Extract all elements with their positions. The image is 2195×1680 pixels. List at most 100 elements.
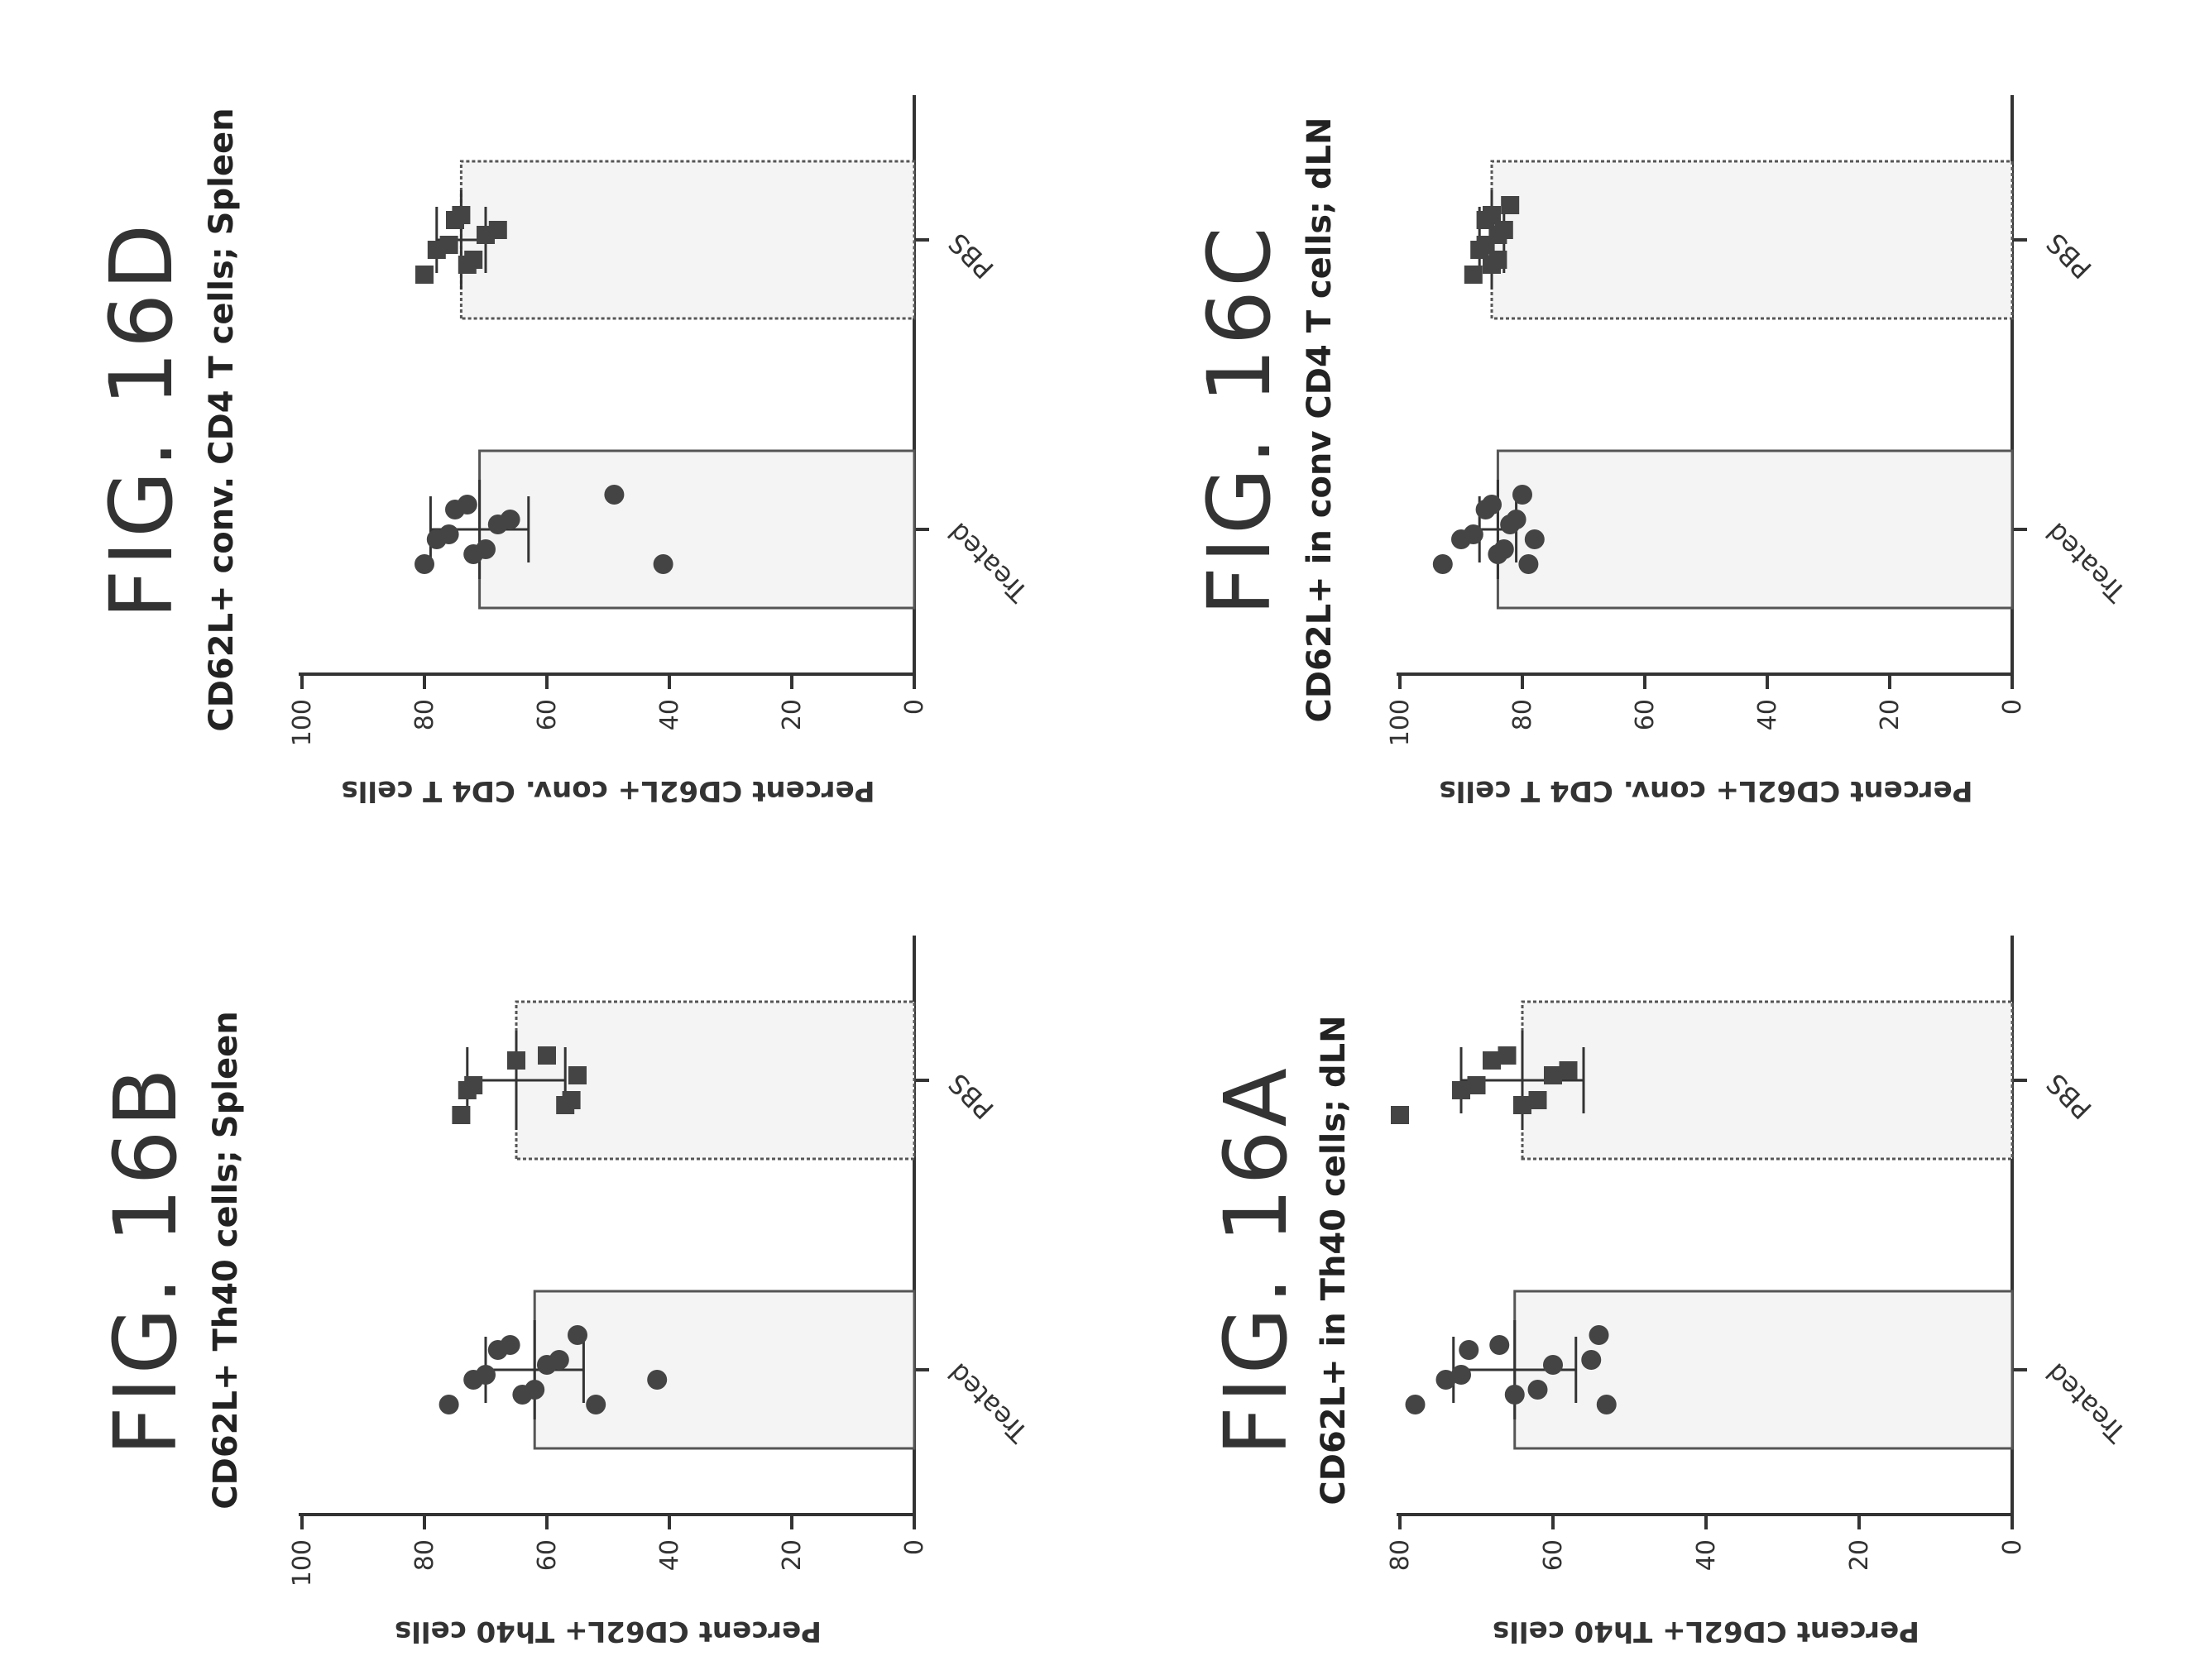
y-tick-label: 60: [533, 1539, 562, 1571]
y-tick-label: 0: [1998, 1539, 2027, 1555]
chart-plot: 0 20 40 60 80 Percent CD62L+ Th40 cells Treate…: [1386, 936, 2133, 1648]
data-point: [525, 1380, 545, 1400]
data-point: [1483, 1051, 1501, 1070]
y-tick-label: 20: [778, 1539, 807, 1571]
data-point: [507, 1051, 525, 1070]
data-point: [538, 1046, 556, 1065]
data-point: [464, 1076, 483, 1094]
y-tick-label: 100: [1386, 699, 1415, 746]
y-axis-label: Percent CD62L+ conv. CD4 T cells: [1439, 774, 1972, 807]
data-point: [1506, 510, 1526, 529]
data-point: [488, 221, 507, 239]
y-tick-label: 60: [533, 699, 562, 730]
data-point: [1494, 221, 1513, 239]
data-point: [1501, 196, 1520, 214]
panel-fig-16b: FIG. 16B CD62L+ Th40 cells; Spleen 0 20 40…: [0, 840, 1097, 1680]
bar: [1521, 1000, 2014, 1161]
y-axis-label: Percent CD62L+ Th40 cells: [395, 1615, 822, 1648]
bar: [478, 449, 916, 610]
x-tick-label: PBS: [2040, 1067, 2098, 1125]
y-tick-label: 0: [900, 1539, 929, 1555]
data-point: [1504, 1385, 1525, 1405]
y-tick-label: 20: [778, 699, 807, 730]
data-point: [415, 554, 434, 574]
data-point: [1435, 1370, 1456, 1390]
y-tick-label: 0: [1998, 699, 2027, 715]
data-point: [647, 1370, 668, 1390]
data-point: [568, 1066, 587, 1084]
data-point: [1405, 1395, 1426, 1414]
y-tick-label: 100: [288, 1539, 317, 1587]
data-point: [549, 1350, 569, 1370]
data-point: [1512, 485, 1532, 505]
x-tick-label: Treated: [942, 1357, 1035, 1449]
y-tick-label: 40: [655, 699, 684, 730]
y-tick-label: 20: [1876, 699, 1905, 730]
data-point: [1513, 1096, 1531, 1114]
y-tick-label: 60: [1539, 1539, 1568, 1571]
data-point: [1559, 1061, 1578, 1079]
data-point: [452, 206, 471, 224]
bar: [459, 160, 916, 320]
data-point: [1544, 1066, 1562, 1084]
data-point: [439, 1395, 459, 1414]
data-point: [1451, 1365, 1471, 1385]
y-tick-label: 100: [288, 699, 317, 746]
x-tick-label: Treated: [942, 516, 1035, 609]
data-point: [1463, 524, 1483, 544]
data-point: [1527, 1380, 1548, 1400]
bar: [1496, 449, 2014, 610]
data-point: [568, 1325, 587, 1345]
chart-plot: 0 20 40 60 80 100 Percent CD62L+ Th40 cells Tre…: [288, 936, 1035, 1648]
data-point: [1493, 539, 1514, 559]
data-point: [1596, 1395, 1617, 1414]
y-tick-label: 80: [1508, 699, 1537, 730]
data-point: [464, 251, 483, 269]
data-point: [1452, 1081, 1470, 1099]
bar: [533, 1290, 916, 1450]
x-tick-label: PBS: [942, 1067, 1000, 1125]
y-axis-label: Percent CD62L+ conv. CD4 T cells: [341, 774, 875, 807]
x-tick-label: PBS: [2040, 227, 2098, 285]
data-point: [415, 266, 434, 284]
data-point: [1464, 266, 1483, 284]
data-point: [653, 554, 673, 574]
y-tick-label: 40: [655, 1539, 684, 1571]
x-tick-label: PBS: [942, 227, 1000, 285]
data-point: [1524, 529, 1545, 549]
data-point: [1482, 495, 1502, 515]
panel-fig-16a: FIG. 16A CD62L+ in Th40 cells; dLN 0 20 40…: [1098, 840, 2195, 1680]
data-point: [1543, 1355, 1563, 1375]
data-point: [1498, 1046, 1517, 1065]
y-axis-label: Percent CD62L+ Th40 cells: [1493, 1615, 1919, 1648]
data-point: [1488, 251, 1507, 269]
y-tick-label: 60: [1631, 699, 1660, 730]
data-point: [1467, 1076, 1486, 1094]
data-point: [604, 485, 625, 505]
data-point: [500, 1335, 520, 1355]
data-point: [1432, 554, 1453, 574]
data-point: [1581, 1350, 1602, 1370]
y-tick-label: 0: [900, 699, 929, 715]
data-point: [1391, 1106, 1409, 1124]
y-tick-label: 80: [410, 699, 439, 730]
panel-fig-16d: FIG. 16D CD62L+ conv. CD4 T cells; Splee…: [0, 0, 1097, 840]
y-tick-label: 20: [1845, 1539, 1874, 1571]
chart-plot: 0 20 40 60 80 100 Percent CD62L+ conv. CD4 T c…: [1386, 95, 2133, 807]
bar: [1513, 1290, 2014, 1450]
data-point: [562, 1091, 581, 1109]
data-point: [1518, 554, 1539, 574]
y-tick-label: 40: [1753, 699, 1782, 730]
y-tick-label: 80: [410, 1539, 439, 1571]
data-point: [586, 1395, 606, 1414]
data-point: [439, 524, 459, 544]
bar: [1490, 160, 2014, 320]
y-tick-label: 40: [1692, 1539, 1721, 1571]
data-point: [476, 539, 496, 559]
data-point: [457, 495, 477, 515]
data-point: [1483, 206, 1501, 224]
data-point: [476, 1365, 496, 1385]
x-tick-label: Treated: [2040, 516, 2133, 609]
x-tick-label: Treated: [2040, 1357, 2133, 1449]
